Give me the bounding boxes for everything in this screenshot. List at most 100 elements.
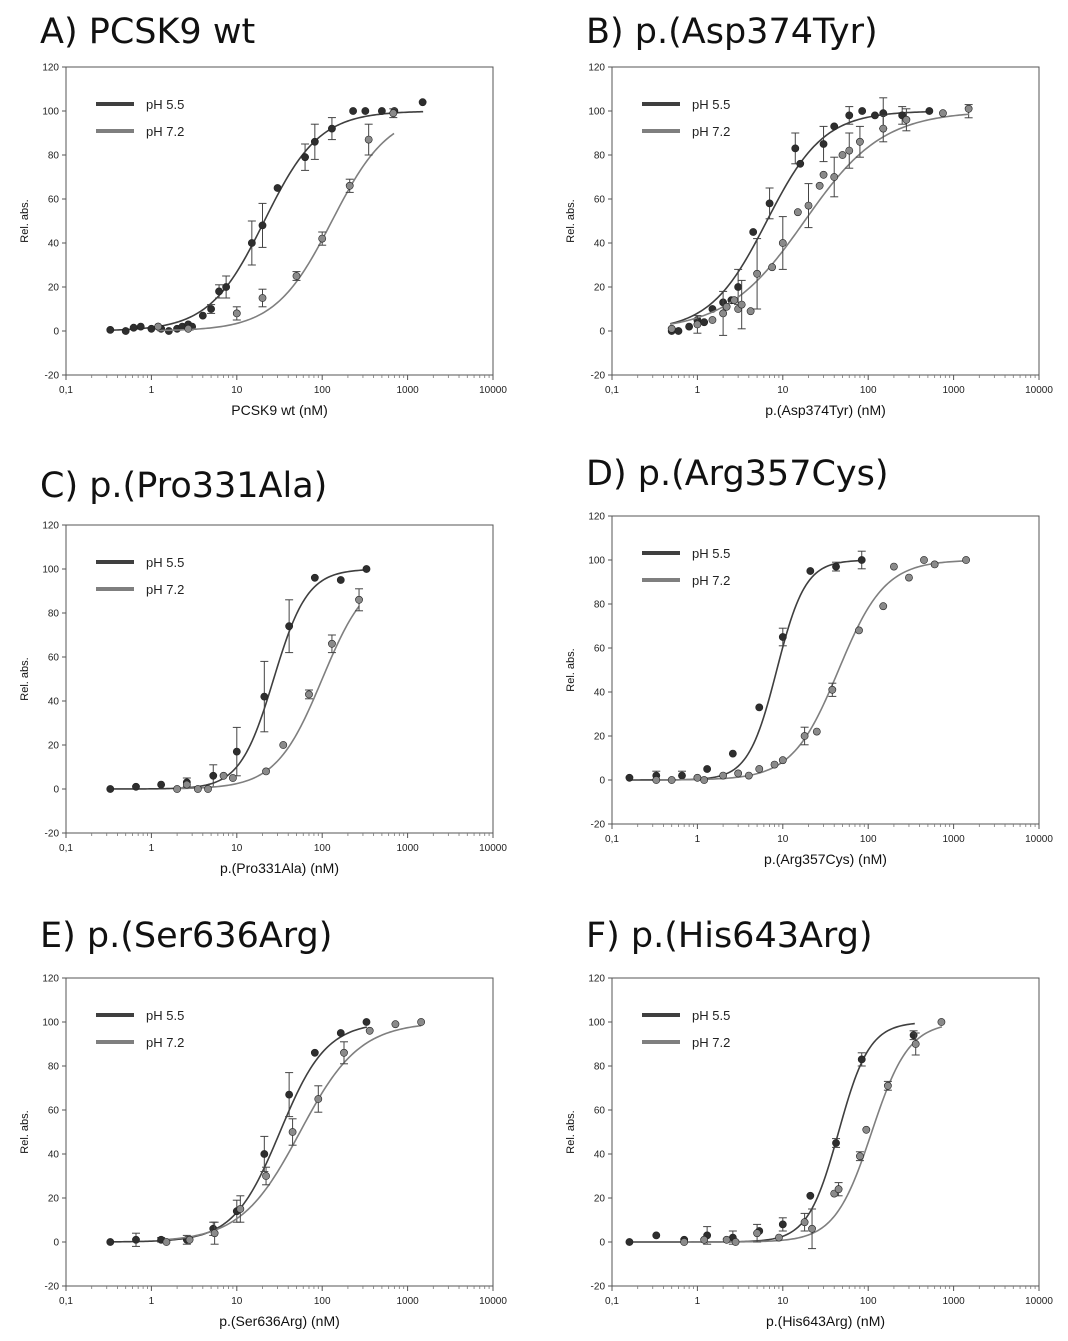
y-tick-label: 100	[588, 107, 605, 118]
data-point	[791, 144, 800, 153]
data-point	[857, 556, 866, 564]
data-point	[855, 626, 863, 635]
y-tick-label: 0	[599, 327, 605, 338]
data-point	[703, 765, 712, 773]
x-tick-label: 1	[695, 1296, 701, 1307]
data-point	[310, 1048, 319, 1057]
data-point	[858, 107, 867, 115]
data-point	[808, 1224, 816, 1233]
legend-label: pH 5.5	[692, 97, 730, 112]
y-tick-label: -20	[45, 829, 60, 840]
chart-e: -20 0 20 40 60 80 100 120 0,1 1 10 100 1000 10000 p.(S…	[19, 974, 507, 1330]
fit-curve	[683, 1026, 943, 1243]
data-point	[154, 322, 163, 331]
x-tick-label: 1	[695, 385, 701, 396]
y-tick-label: 0	[53, 785, 59, 796]
panel-c: C) p.(Pro331Ala) -20 0 20 40 60 80 100 120 0,1 1 1…	[19, 466, 520, 886]
data-point	[765, 199, 774, 208]
data-point	[806, 1191, 815, 1200]
data-point	[845, 111, 854, 120]
data-point	[857, 1055, 866, 1064]
y-tick-label: 60	[594, 1106, 606, 1117]
data-point	[804, 201, 813, 210]
y-tick-label: 80	[48, 609, 60, 620]
data-point	[730, 296, 739, 305]
x-tick-label: 10000	[1025, 834, 1053, 845]
legend: pH 5.5 pH 7.2	[642, 1008, 730, 1050]
y-tick-label: 60	[48, 653, 60, 664]
panel-d: D) p.(Arg357Cys) -20 0 20 40 60 80 100 120 0,1 1 1…	[565, 454, 1066, 884]
data-point	[625, 1238, 634, 1246]
data-point	[328, 124, 336, 133]
y-tick-label: 80	[594, 151, 606, 162]
x-tick-label: 10	[231, 843, 243, 854]
panel-title: A) PCSK9 wt	[40, 12, 256, 52]
data-point	[845, 146, 854, 155]
data-point	[819, 140, 828, 148]
y-tick-label: 0	[599, 1238, 605, 1249]
series-ph-low	[106, 98, 427, 335]
data-point	[184, 324, 193, 333]
y-tick-label: 20	[48, 741, 60, 752]
data-point	[215, 287, 223, 296]
chart-a: -20 0 20 40 60 80 100 120 0,1 1 10 100 1000 10000 PCSK…	[19, 63, 507, 419]
y-tick-label: 20	[48, 283, 60, 294]
series-ph-low	[106, 565, 371, 793]
data-point	[879, 602, 888, 611]
data-point	[232, 747, 241, 756]
data-point	[700, 318, 709, 327]
y-tick-label: 100	[42, 565, 59, 576]
data-point	[193, 785, 202, 793]
y-tick-label: 120	[42, 974, 59, 985]
x-tick-label: 1	[149, 843, 155, 854]
fit-curve	[157, 132, 395, 332]
y-tick-label: 40	[594, 688, 606, 699]
data-point	[260, 692, 269, 701]
data-point	[232, 309, 241, 318]
y-tick-label: 100	[588, 556, 605, 567]
x-tick-label: 1000	[396, 843, 419, 854]
legend-label: pH 5.5	[692, 546, 730, 561]
x-tick-label: 1000	[396, 385, 419, 396]
y-tick-label: 100	[588, 1018, 605, 1029]
y-tick-label: 80	[594, 600, 606, 611]
series-ph-high	[652, 556, 970, 784]
data-point	[905, 573, 913, 582]
data-point	[728, 749, 737, 758]
data-point	[361, 107, 370, 115]
data-point	[147, 324, 156, 333]
data-point	[815, 181, 824, 190]
y-tick-label: 20	[594, 732, 606, 743]
data-point	[700, 776, 709, 784]
data-point	[314, 1095, 323, 1103]
fit-curve	[108, 569, 367, 790]
x-tick-label: 0,1	[605, 834, 619, 845]
data-point	[890, 562, 898, 571]
data-point	[273, 184, 282, 192]
x-tick-label: 1000	[396, 1296, 419, 1307]
data-point	[162, 1238, 171, 1246]
y-tick-label: -20	[591, 820, 606, 831]
data-point	[832, 562, 840, 571]
x-tick-label: 0,1	[605, 1296, 619, 1307]
legend-label: pH 5.5	[692, 1008, 730, 1023]
chart-f: -20 0 20 40 60 80 100 120 0,1 1 10 100 1000 10000 p.(H…	[565, 974, 1053, 1330]
y-tick-label: 40	[48, 697, 60, 708]
data-point	[930, 560, 939, 569]
data-point	[157, 780, 166, 789]
data-point	[106, 325, 115, 334]
y-tick-label: 120	[588, 974, 605, 985]
plot-area	[65, 66, 494, 376]
x-axis-label: p.(His643Arg) (nM)	[766, 1313, 885, 1329]
y-tick-label: 40	[594, 239, 606, 250]
data-point	[204, 785, 212, 793]
data-point	[768, 263, 777, 272]
data-point	[222, 283, 231, 291]
y-axis-label: Rel. abs.	[19, 1110, 31, 1153]
x-axis-label: p.(Pro331Ala) (nM)	[220, 860, 339, 876]
x-tick-label: 100	[860, 834, 877, 845]
data-point	[871, 111, 879, 120]
data-point	[902, 115, 911, 124]
data-point	[920, 556, 928, 564]
data-point	[389, 109, 398, 118]
